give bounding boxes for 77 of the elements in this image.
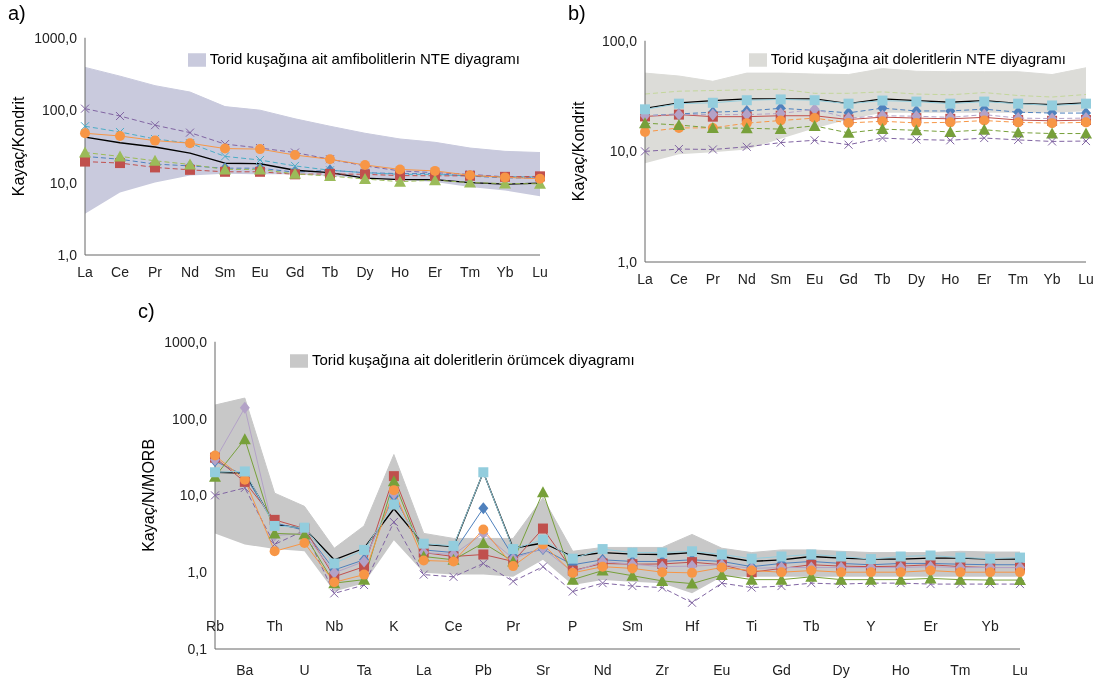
y-axis-title: Kayaç/Kondrit: [9, 96, 27, 197]
x-tick-label: Er: [977, 271, 992, 287]
x-tick-label: Gd: [285, 264, 305, 280]
chart-title: c): [138, 300, 155, 323]
x-tick-label: Rb: [206, 618, 225, 634]
x-tick-label: Ce: [444, 618, 463, 634]
x-tick-label: Sm: [214, 264, 236, 280]
legend-label: Torid kuşağına ait amfibolitlerin NTE diyagramı: [209, 50, 520, 67]
x-tick-label: Nd: [593, 662, 612, 678]
x-tick-label: Tm: [950, 662, 971, 678]
x-tick-label: Ce: [111, 264, 130, 280]
y-axis-title: Kayaç/Kondrit: [569, 101, 587, 202]
x-tick-label: Pr: [148, 264, 163, 280]
chart-title: a): [8, 2, 26, 25]
x-tick-label: Pr: [705, 271, 721, 287]
x-tick-label: Yb: [1043, 271, 1061, 287]
x-tick-label: Yb: [496, 264, 514, 280]
x-tick-label: Dy: [356, 264, 374, 280]
x-tick-label: Sm: [621, 618, 643, 634]
x-tick-label: Eu: [713, 662, 731, 678]
x-tick-label: Er: [923, 618, 938, 634]
y-tick-label: 1000,0: [164, 333, 208, 350]
x-tick-label: Tb: [321, 264, 339, 280]
x-tick-label: Ho: [391, 264, 410, 280]
x-tick-label: Dy: [832, 662, 850, 678]
x-tick-label: Nb: [325, 618, 344, 634]
y-tick-label: 100,0: [41, 102, 78, 119]
x-tick-label: Ti: [746, 618, 758, 634]
x-tick-label: Eu: [806, 271, 824, 287]
x-tick-label: Y: [866, 618, 877, 634]
x-tick-label: Tm: [459, 264, 481, 280]
legend-label: Torid kuşağına ait doleritlerin örümcek diyagramı: [312, 351, 635, 368]
y-tick-label: 1,0: [57, 246, 78, 263]
x-tick-label: Hf: [685, 618, 700, 634]
x-tick-label: Ta: [356, 662, 372, 678]
x-tick-label: Nd: [181, 264, 199, 280]
x-tick-label: Tb: [874, 271, 891, 287]
x-tick-label: La: [637, 271, 653, 287]
x-tick-label: Sm: [770, 271, 792, 287]
x-tick-label: Pr: [506, 618, 521, 634]
x-tick-label: Nd: [737, 271, 756, 287]
x-tick-label: Gd: [772, 662, 791, 678]
x-tick-label: Ho: [941, 271, 960, 287]
legend-label: Torid kuşağına ait doleritlerin NTE diyagramı: [770, 50, 1066, 67]
x-tick-label: Lu: [532, 264, 548, 280]
x-tick-label: Pb: [474, 662, 493, 678]
x-tick-label: Dy: [907, 271, 925, 287]
y-tick-label: 10,0: [609, 143, 638, 160]
x-tick-label: Sr: [535, 662, 551, 678]
x-tick-label: Ba: [236, 662, 254, 678]
x-tick-label: K: [389, 618, 400, 634]
x-tick-label: U: [299, 662, 310, 678]
x-tick-label: Tb: [803, 618, 820, 634]
x-tick-label: Th: [266, 618, 283, 634]
x-tick-label: Lu: [1078, 271, 1094, 287]
x-tick-label: Gd: [839, 271, 858, 287]
x-tick-label: Tm: [1008, 271, 1029, 287]
x-tick-label: P: [568, 618, 578, 634]
y-tick-label: 1,0: [617, 253, 638, 270]
x-tick-label: Ce: [669, 271, 689, 287]
x-tick-label: Yb: [981, 618, 999, 634]
x-tick-label: Eu: [251, 264, 269, 280]
y-tick-label: 10,0: [49, 174, 78, 191]
y-axis-title: Kayaç/N/MORB: [139, 438, 157, 552]
x-tick-label: Er: [428, 264, 443, 280]
x-tick-label: Ho: [891, 662, 910, 678]
x-tick-label: Lu: [1012, 662, 1028, 678]
chart-title: b): [568, 2, 586, 25]
y-tick-label: 0,1: [187, 640, 208, 657]
y-tick-label: 100,0: [601, 32, 638, 49]
x-tick-label: La: [77, 264, 93, 280]
y-tick-label: 1,0: [187, 564, 208, 581]
y-tick-label: 1000,0: [34, 29, 78, 46]
y-tick-label: 10,0: [179, 487, 208, 504]
x-tick-label: Zr: [655, 662, 670, 678]
x-tick-label: La: [415, 662, 432, 678]
y-tick-label: 100,0: [171, 410, 208, 427]
